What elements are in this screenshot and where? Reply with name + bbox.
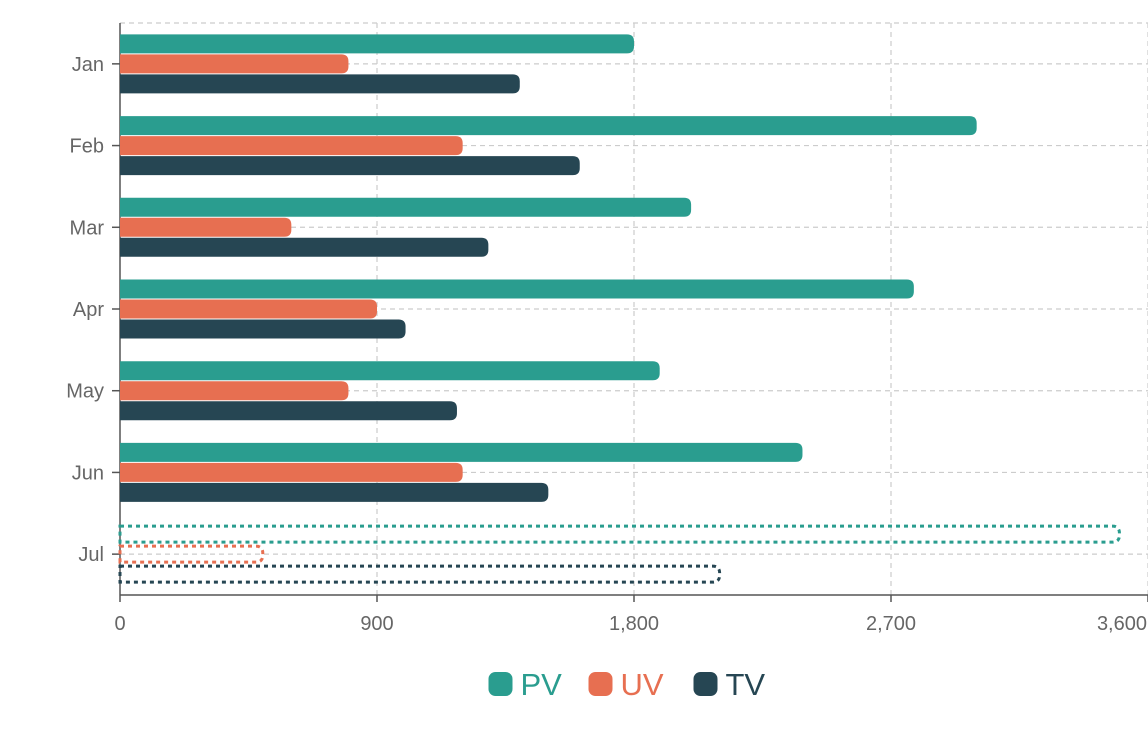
y-tick-label: Jul bbox=[78, 544, 104, 566]
legend-swatch bbox=[693, 672, 718, 696]
bar-uv-apr[interactable] bbox=[120, 299, 377, 319]
x-tick-label: 1,800 bbox=[609, 613, 659, 635]
bar-tv-apr[interactable] bbox=[120, 319, 406, 339]
bar-tv-feb[interactable] bbox=[120, 156, 580, 176]
bars bbox=[118, 34, 1121, 584]
legend-label: PV bbox=[521, 667, 563, 702]
bar-pv-feb[interactable] bbox=[120, 116, 977, 136]
bar-uv-may[interactable] bbox=[120, 381, 349, 401]
bar-tv-mar[interactable] bbox=[120, 237, 489, 257]
x-tick-label: 0 bbox=[114, 613, 125, 635]
bar-pv-jun[interactable] bbox=[120, 442, 803, 462]
legend-label: TV bbox=[726, 667, 766, 702]
legend-item-uv[interactable]: UV bbox=[588, 667, 664, 702]
bar-tv-may[interactable] bbox=[120, 401, 457, 421]
bar-pv-jan[interactable] bbox=[120, 34, 634, 54]
y-tick-label: May bbox=[66, 381, 104, 403]
legend-item-pv[interactable]: PV bbox=[488, 667, 563, 702]
bar-tv-jul[interactable] bbox=[118, 564, 722, 584]
bar-pv-mar[interactable] bbox=[120, 197, 692, 217]
bar-pv-may[interactable] bbox=[120, 361, 660, 381]
y-tick-label: Mar bbox=[70, 217, 105, 239]
axes: Jan Feb Mar Apr May Jun Jul 0 900 1,800 2,700 3,600 bbox=[66, 23, 1148, 635]
bar-tv-jan[interactable] bbox=[120, 74, 520, 94]
bar-pv-apr[interactable] bbox=[120, 279, 914, 299]
y-tick-label: Jan bbox=[72, 54, 104, 76]
legend-label: UV bbox=[621, 667, 664, 702]
bar-tv-jun[interactable] bbox=[120, 482, 549, 502]
bar-uv-jan[interactable] bbox=[120, 54, 349, 74]
bar-uv-jul[interactable] bbox=[118, 544, 265, 564]
y-tick-label: Feb bbox=[70, 136, 104, 158]
y-tick-label: Jun bbox=[72, 462, 104, 484]
x-tick-label: 3,600 bbox=[1097, 613, 1147, 635]
bar-uv-mar[interactable] bbox=[120, 217, 292, 237]
legend-item-tv[interactable]: TV bbox=[693, 667, 766, 702]
bar-uv-feb[interactable] bbox=[120, 136, 463, 156]
legend-swatch bbox=[588, 672, 613, 696]
x-tick-label: 900 bbox=[360, 613, 393, 635]
legend-swatch bbox=[488, 672, 513, 696]
y-tick-label: Apr bbox=[73, 299, 104, 321]
x-tick-label: 2,700 bbox=[866, 613, 916, 635]
bar-uv-jun[interactable] bbox=[120, 462, 463, 482]
legend[interactable]: PV UV TV bbox=[488, 667, 766, 702]
bar-pv-jul[interactable] bbox=[118, 524, 1121, 544]
